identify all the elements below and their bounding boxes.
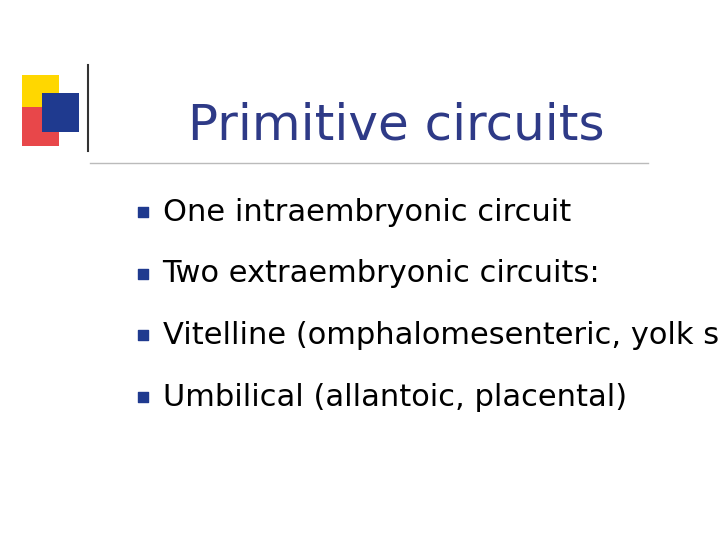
Text: Vitelline (omphalomesenteric, yolk sac): Vitelline (omphalomesenteric, yolk sac) [163,321,720,350]
Text: Two extraembryonic circuits:: Two extraembryonic circuits: [163,259,600,288]
Point [138,331,149,340]
Text: Primitive circuits: Primitive circuits [188,101,604,149]
Point [138,393,149,401]
Point [138,269,149,278]
Text: Umbilical (allantoic, placental): Umbilical (allantoic, placental) [163,382,626,411]
Point [138,208,149,217]
Text: One intraembryonic circuit: One intraembryonic circuit [163,198,571,227]
